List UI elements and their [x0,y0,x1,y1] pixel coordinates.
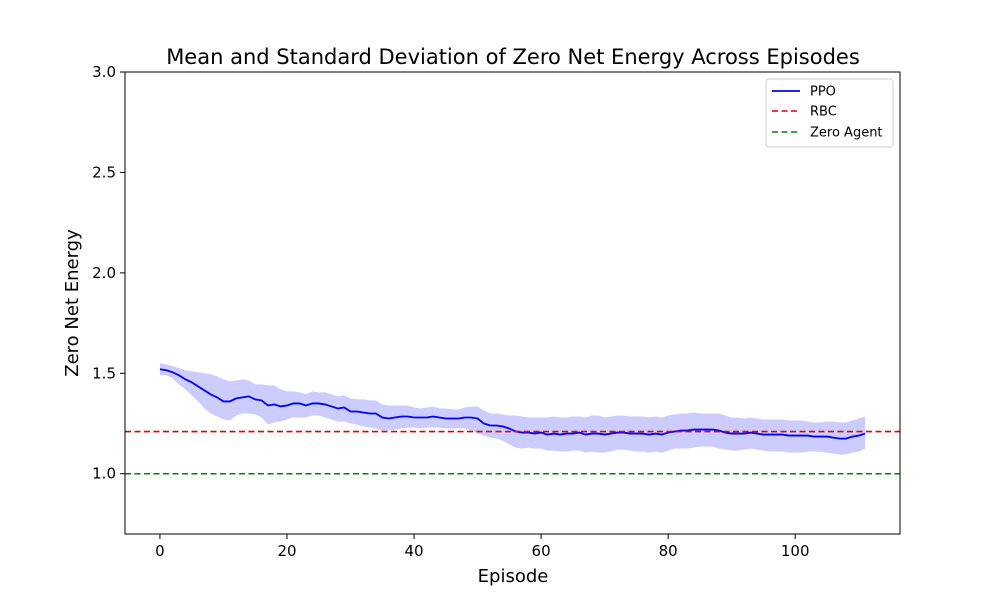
x-tick-label: 80 [659,542,678,560]
legend-label-zero-agent: Zero Agent [810,126,883,141]
y-tick-label: 1.5 [92,364,116,382]
y-tick-label: 2.5 [92,163,116,181]
y-tick-label: 2.0 [92,264,116,282]
legend-box [765,78,894,148]
y-axis: 1.0 1.5 2.0 2.5 3.0 [92,63,125,483]
x-axis-title: Episode [478,566,549,587]
ppo-mean-line [159,368,866,440]
chart-title: Mean and Standard Deviation of Zero Net … [166,45,860,69]
x-axis: 0 20 40 60 80 100 [155,534,810,560]
legend-label-rbc: RBC [810,105,837,120]
y-axis-title: Zero Net Energy [62,229,83,377]
y-tick-label: 3.0 [92,63,116,81]
legend-label-ppo: PPO [810,85,836,100]
x-tick-label: 0 [155,542,165,560]
x-tick-label: 100 [781,542,810,560]
y-tick-label: 1.0 [92,465,116,483]
plot-area [125,363,900,475]
legend: PPO RBC Zero Agent [765,78,894,148]
x-tick-label: 60 [532,542,551,560]
ppo-std-band [159,363,866,455]
x-tick-label: 40 [404,542,423,560]
plot-frame [124,71,901,535]
x-tick-label: 20 [277,542,296,560]
